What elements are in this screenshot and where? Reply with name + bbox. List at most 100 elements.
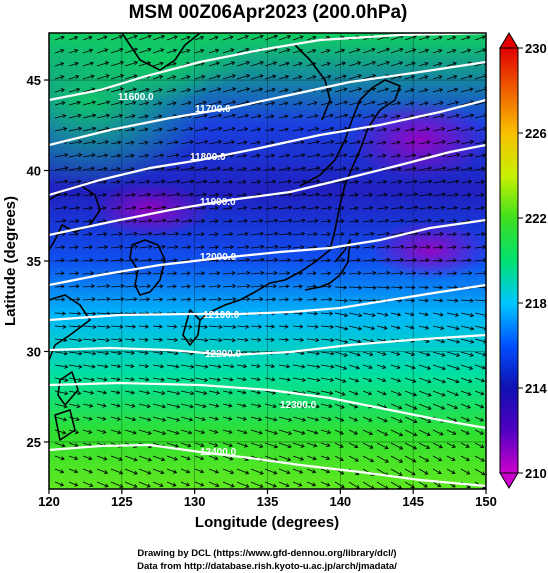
wind-arrow: [96, 246, 108, 249]
wind-arrowhead: [368, 378, 373, 383]
wind-arrow: [446, 468, 456, 474]
height-contour-label: 11700.0: [195, 104, 231, 115]
wind-arrow: [180, 102, 192, 106]
wind-arrowhead: [203, 390, 208, 396]
wind-arrowhead: [203, 377, 209, 382]
wind-arrowhead: [147, 430, 152, 435]
wind-arrowhead: [215, 61, 220, 66]
wind-arrow: [222, 325, 236, 328]
wind-arrow: [82, 468, 93, 473]
wind-arrow: [166, 102, 177, 106]
wind-arrow: [236, 403, 246, 407]
wind-arrowhead: [382, 153, 387, 158]
wind-arrowhead: [203, 324, 208, 329]
wind-arrow: [124, 233, 138, 236]
wind-arrow: [404, 481, 415, 488]
wind-arrow: [404, 325, 414, 329]
wind-arrowhead: [119, 483, 124, 488]
wind-arrow: [222, 468, 234, 474]
wind-arrow: [250, 141, 261, 145]
wind-arrow: [68, 481, 78, 486]
wind-arrowhead: [214, 416, 219, 421]
wind-arrow: [222, 127, 235, 132]
wind-arrow: [306, 338, 319, 341]
wind-arrowhead: [328, 192, 333, 197]
wind-arrowhead: [469, 87, 474, 92]
wind-arrow: [320, 193, 333, 197]
wind-arrow: [194, 285, 206, 288]
wind-arrow: [348, 455, 359, 462]
wind-arrow: [124, 377, 135, 381]
wind-arrow: [306, 180, 320, 184]
wind-arrow: [138, 481, 151, 488]
wind-arrowhead: [398, 418, 403, 423]
wind-arrow: [68, 338, 82, 341]
wind-arrow: [250, 35, 264, 41]
wind-arrowhead: [396, 101, 402, 106]
wind-arrow: [166, 468, 177, 474]
wind-arrowhead: [427, 231, 432, 237]
wind-arrowhead: [60, 62, 65, 67]
wind-arrow: [362, 416, 372, 422]
wind-arrowhead: [216, 377, 221, 382]
wind-arrowhead: [172, 88, 177, 93]
wind-arrowhead: [480, 206, 485, 211]
wind-arrow: [180, 403, 194, 408]
wind-arrow: [68, 62, 79, 67]
height-contour-line: [49, 283, 486, 322]
wind-arrow: [166, 220, 180, 223]
wind-arrow: [250, 416, 262, 421]
wind-arrowhead: [215, 483, 220, 487]
wind-arrow: [432, 220, 444, 223]
wind-arrow: [208, 455, 218, 460]
wind-arrow: [180, 115, 192, 119]
wind-arrow: [320, 377, 334, 381]
wind-arrow: [460, 468, 470, 475]
wind-arrowhead: [78, 364, 83, 369]
wind-arrowhead: [103, 456, 108, 461]
wind-arrow: [96, 127, 109, 132]
wind-arrowhead: [119, 470, 124, 475]
wind-arrowhead: [259, 74, 264, 79]
wind-arrowhead: [202, 297, 207, 302]
wind-arrowhead: [131, 417, 137, 422]
wind-arrow: [292, 442, 305, 448]
wind-arrowhead: [315, 205, 320, 210]
wind-arrow: [390, 141, 400, 145]
wind-arrowhead: [174, 140, 179, 145]
wind-arrow: [292, 468, 303, 474]
wind-arrow: [82, 364, 96, 368]
wind-arrow: [54, 220, 66, 223]
height-contour-label: 11800.0: [190, 152, 226, 163]
wind-arrow: [278, 285, 289, 288]
wind-arrowhead: [78, 139, 83, 145]
wind-arrow: [404, 442, 417, 450]
wind-arrow: [110, 181, 120, 184]
wind-arrow: [110, 101, 124, 106]
wind-arrowhead: [441, 352, 446, 357]
wind-arrow: [110, 154, 121, 158]
wind-arrowhead: [159, 350, 164, 356]
wind-arrow: [348, 312, 362, 317]
wind-arrowhead: [301, 364, 306, 369]
wind-arrowhead: [286, 377, 291, 382]
wind-arrow: [82, 403, 93, 407]
wind-arrow: [376, 48, 390, 54]
wind-arrowhead: [411, 298, 416, 303]
wind-arrowhead: [480, 192, 485, 198]
height-contour-label: 12200.0: [205, 349, 242, 360]
wind-arrowhead: [74, 258, 79, 263]
wind-arrow: [376, 416, 388, 422]
wind-arrow: [208, 285, 221, 288]
wind-arrowhead: [468, 74, 473, 79]
wind-arrowhead: [328, 87, 333, 92]
wind-arrowhead: [132, 100, 137, 105]
wind-arrowhead: [326, 258, 331, 263]
wind-arrow: [264, 481, 277, 488]
wind-arrowhead: [60, 271, 65, 276]
wind-arrowhead: [439, 231, 444, 237]
wind-arrow: [208, 246, 219, 249]
wind-arrowhead: [189, 192, 195, 197]
wind-arrow: [138, 285, 151, 288]
